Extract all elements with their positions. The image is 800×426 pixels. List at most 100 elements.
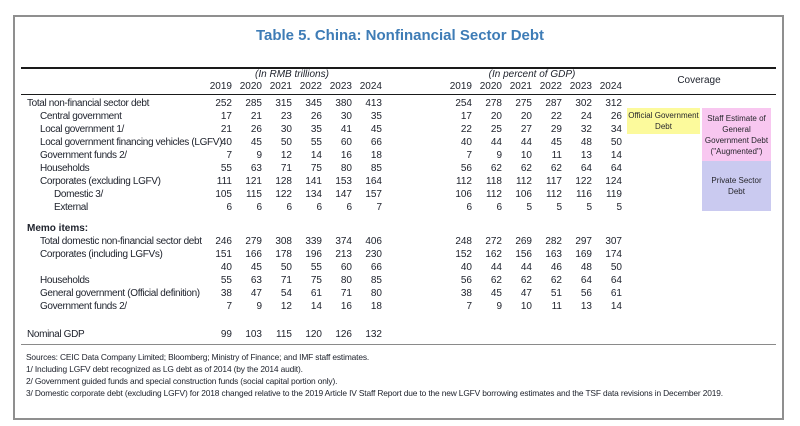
rmb-cell: 151	[215, 249, 232, 260]
pct-cell: 27	[520, 124, 532, 135]
pct-cell: 24	[580, 111, 592, 122]
pct-cell: 17	[460, 111, 472, 122]
rmb-cell: 18	[370, 301, 382, 312]
year-header: 2020	[239, 81, 262, 92]
table-row: Domestic 3/105 115 122 134 147 157 106 112 106 11…	[0, 188, 800, 201]
pct-cell: 312	[605, 98, 622, 109]
rmb-cell: 166	[245, 249, 262, 260]
pct-cell: 44	[520, 137, 532, 148]
pct-cell: 64	[610, 275, 622, 286]
pct-cell: 174	[605, 249, 622, 260]
rmb-cell: 134	[305, 189, 322, 200]
pct-cell: 40	[460, 262, 472, 273]
rmb-cell: 6	[226, 202, 232, 213]
rmb-cell: 80	[340, 275, 352, 286]
rmb-cell: 75	[310, 163, 322, 174]
rmb-cell: 132	[365, 329, 382, 340]
pct-cell: 34	[610, 124, 622, 135]
table-row: Corporates (including LGFVs) 151 166 178 196…	[0, 248, 800, 261]
table-row: Nominal GDP 99 103 115 120 126 132	[0, 328, 800, 341]
pct-cell: 112	[546, 189, 562, 200]
pct-cell: 32	[580, 124, 592, 135]
row-label: Government funds 2/	[40, 301, 127, 312]
rmb-cell: 80	[370, 288, 382, 299]
rmb-cell: 38	[220, 288, 232, 299]
rmb-cell: 26	[310, 111, 322, 122]
rmb-cell: 6	[256, 202, 262, 213]
row-label: Government funds 2/	[40, 150, 127, 161]
rmb-cell: 230	[365, 249, 382, 260]
table-row: Households 55 63 71 75 80 85 56 62 62 62 64 64	[0, 162, 800, 175]
rmb-cell: 6	[316, 202, 322, 213]
rmb-cell: 315	[275, 98, 292, 109]
pct-cell: 45	[550, 137, 562, 148]
rmb-cell: 252	[215, 98, 232, 109]
row-label: External	[54, 202, 88, 213]
rmb-cell: 60	[340, 262, 352, 273]
table-row: 40 45 50 55 60 66 40 44 44 46 48 50	[0, 261, 800, 274]
rmb-cell: 7	[226, 301, 232, 312]
row-label: Households	[40, 275, 90, 286]
rmb-cell: 196	[305, 249, 322, 260]
row-label: Corporates (including LGFVs)	[40, 249, 163, 260]
year-header: 2024	[359, 81, 382, 92]
pct-cell: 117	[546, 176, 562, 187]
row-label: Domestic 3/	[54, 189, 103, 200]
rmb-cell: 45	[250, 262, 262, 273]
rmb-cell: 55	[220, 163, 232, 174]
table-row: External 6 6 6 6 6 7 6 6 5 5 5 5	[0, 201, 800, 214]
rmb-cell: 14	[310, 150, 322, 161]
rmb-cell: 63	[250, 275, 262, 286]
coverage-box-private-sector-debt: Private Sector Debt	[702, 161, 771, 211]
row-label: General government (Official definition)	[40, 288, 200, 299]
pct-cell: 14	[610, 301, 622, 312]
pct-cell: 62	[550, 275, 562, 286]
coverage-box-augmented-government-debt: Staff Estimate of General Government Deb…	[702, 108, 771, 161]
pct-cell: 48	[580, 262, 592, 273]
rmb-cell: 345	[305, 98, 322, 109]
table-row: Corporates (excluding LGFV) 111 121 128 141 1…	[0, 175, 800, 188]
row-label: Nominal GDP	[27, 329, 85, 340]
pct-cell: 124	[605, 176, 622, 187]
pct-cell: 40	[460, 137, 472, 148]
pct-cell: 22	[550, 111, 562, 122]
rmb-cell: 157	[365, 189, 382, 200]
rmb-cell: 246	[215, 236, 232, 247]
column-group-percent-gdp: (In percent of GDP)	[488, 69, 576, 80]
pct-cell: 22	[460, 124, 472, 135]
pct-cell: 64	[580, 163, 592, 174]
rmb-cell: 213	[335, 249, 352, 260]
pct-cell: 278	[485, 98, 502, 109]
rmb-cell: 103	[245, 329, 262, 340]
coverage-box-official-government-debt: Official Government Debt	[627, 108, 700, 134]
pct-cell: 29	[550, 124, 562, 135]
pct-cell: 56	[460, 163, 472, 174]
rmb-cell: 45	[370, 124, 382, 135]
rmb-cell: 17	[220, 111, 232, 122]
pct-cell: 269	[515, 236, 532, 247]
column-group-rmb-trillions: (In RMB trillions)	[255, 69, 329, 80]
pct-cell: 118	[486, 176, 502, 187]
pct-cell: 11	[551, 301, 562, 312]
pct-cell: 106	[515, 189, 532, 200]
rmb-cell: 115	[276, 329, 292, 340]
pct-cell: 119	[606, 189, 622, 200]
rmb-cell: 71	[340, 288, 352, 299]
rmb-cell: 66	[370, 137, 382, 148]
rmb-cell: 63	[250, 163, 262, 174]
pct-cell: 287	[545, 98, 562, 109]
rmb-cell: 16	[340, 150, 352, 161]
rmb-cell: 7	[376, 202, 382, 213]
year-header: 2022	[539, 81, 562, 92]
rmb-cell: 153	[335, 176, 352, 187]
rmb-cell: 122	[275, 189, 292, 200]
rmb-cell: 47	[250, 288, 262, 299]
pct-cell: 47	[520, 288, 532, 299]
pct-cell: 7	[466, 150, 472, 161]
pct-cell: 275	[515, 98, 532, 109]
rmb-cell: 12	[280, 150, 292, 161]
rmb-cell: 41	[340, 124, 352, 135]
year-header: 2023	[569, 81, 592, 92]
rmb-cell: 26	[250, 124, 262, 135]
pct-cell: 122	[575, 176, 592, 187]
